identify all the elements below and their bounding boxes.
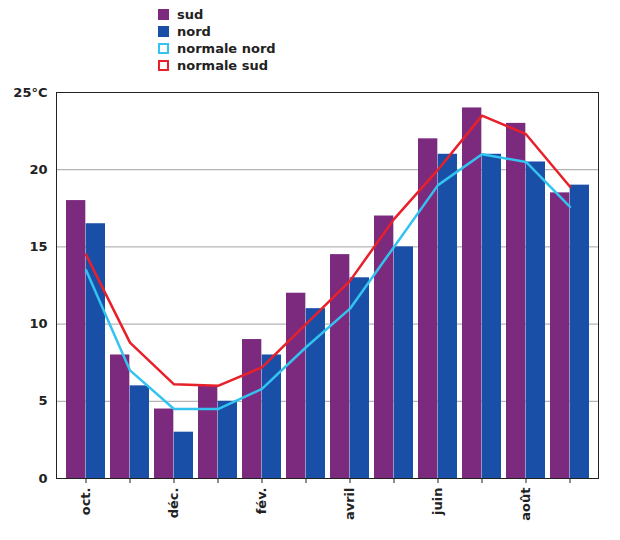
svg-text:10: 10 [29, 316, 47, 331]
html-text:normale nord: normale nord [177, 41, 276, 56]
svg-text:5: 5 [38, 393, 47, 408]
svg-text:déc.: déc. [166, 488, 181, 519]
svg-text:avril: avril [342, 488, 357, 521]
svg-text:15: 15 [29, 239, 47, 254]
svg-text:juin: juin [430, 488, 445, 516]
svg-text:20: 20 [29, 162, 47, 177]
svg-text:août: août [518, 488, 533, 521]
html-text:normale sud: normale sud [177, 58, 268, 73]
svg-text:oct.: oct. [78, 488, 93, 516]
html-text:nord: nord [177, 24, 211, 39]
svg-text:0: 0 [38, 471, 47, 486]
svg-text:fév.: fév. [254, 488, 269, 515]
html-text:sud: sud [177, 7, 204, 22]
svg-text:25°C: 25°C [13, 85, 47, 100]
